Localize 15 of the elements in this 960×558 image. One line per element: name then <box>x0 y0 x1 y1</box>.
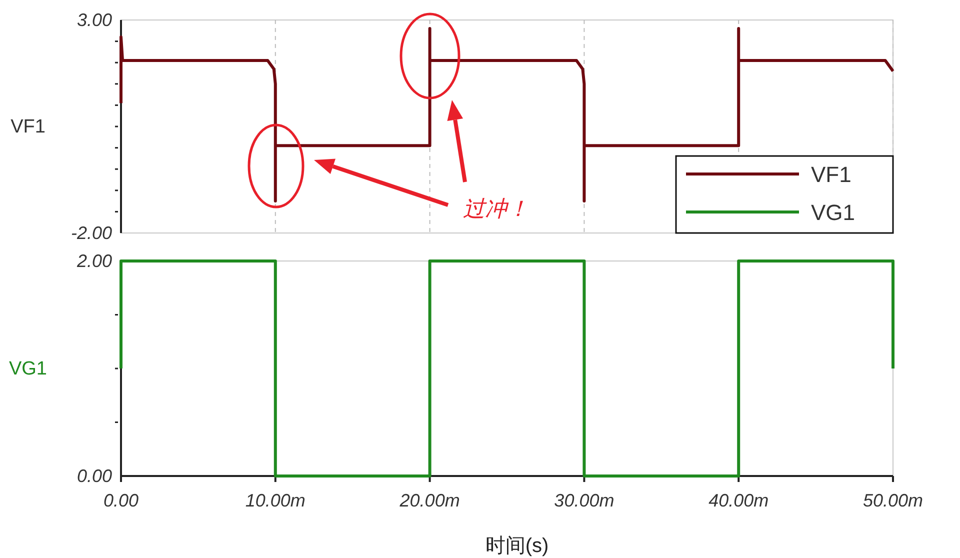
x-tick-label: 40.00m <box>708 490 769 511</box>
legend: VF1 VG1 <box>675 155 894 234</box>
annotation: 过冲！ <box>463 197 529 222</box>
x-tick-label: 30.00m <box>554 490 614 511</box>
y-tick-label: 3.00 <box>76 10 112 30</box>
x-axis-title: 时间(s) <box>485 535 549 557</box>
text: VG1 <box>8 358 48 380</box>
y-axis-title: VF1 <box>10 116 46 138</box>
x-tick-label: 20.00m <box>398 490 460 511</box>
x-tick-label: 10.00m <box>245 490 306 511</box>
x-tick-label: 50.00m <box>862 490 924 511</box>
x-tick-label: 0.00 <box>103 490 139 511</box>
y-tick-label: 0.00 <box>76 466 112 486</box>
y-tick-label: 2.00 <box>76 250 112 271</box>
y-tick-label: -2.00 <box>70 222 112 243</box>
